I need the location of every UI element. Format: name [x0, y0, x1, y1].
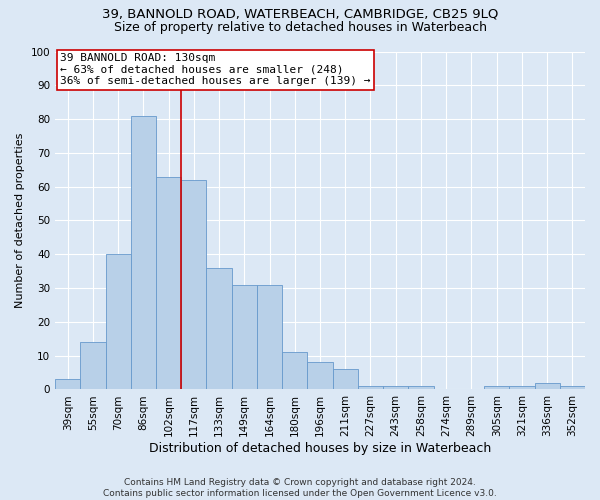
Bar	[106, 254, 131, 390]
Bar	[358, 386, 383, 390]
Bar	[484, 386, 509, 390]
Bar	[560, 386, 585, 390]
Text: Size of property relative to detached houses in Waterbeach: Size of property relative to detached ho…	[113, 21, 487, 34]
Text: Contains HM Land Registry data © Crown copyright and database right 2024.
Contai: Contains HM Land Registry data © Crown c…	[103, 478, 497, 498]
Bar	[282, 352, 307, 390]
Bar	[206, 268, 232, 390]
Bar	[257, 284, 282, 390]
Bar	[535, 382, 560, 390]
Bar	[156, 176, 181, 390]
Bar	[55, 380, 80, 390]
Bar	[383, 386, 409, 390]
X-axis label: Distribution of detached houses by size in Waterbeach: Distribution of detached houses by size …	[149, 442, 491, 455]
Bar	[332, 369, 358, 390]
Bar	[307, 362, 332, 390]
Bar	[409, 386, 434, 390]
Bar	[131, 116, 156, 390]
Text: 39 BANNOLD ROAD: 130sqm
← 63% of detached houses are smaller (248)
36% of semi-d: 39 BANNOLD ROAD: 130sqm ← 63% of detache…	[61, 53, 371, 86]
Bar	[80, 342, 106, 390]
Bar	[232, 284, 257, 390]
Bar	[181, 180, 206, 390]
Bar	[509, 386, 535, 390]
Text: 39, BANNOLD ROAD, WATERBEACH, CAMBRIDGE, CB25 9LQ: 39, BANNOLD ROAD, WATERBEACH, CAMBRIDGE,…	[102, 8, 498, 20]
Y-axis label: Number of detached properties: Number of detached properties	[15, 133, 25, 308]
